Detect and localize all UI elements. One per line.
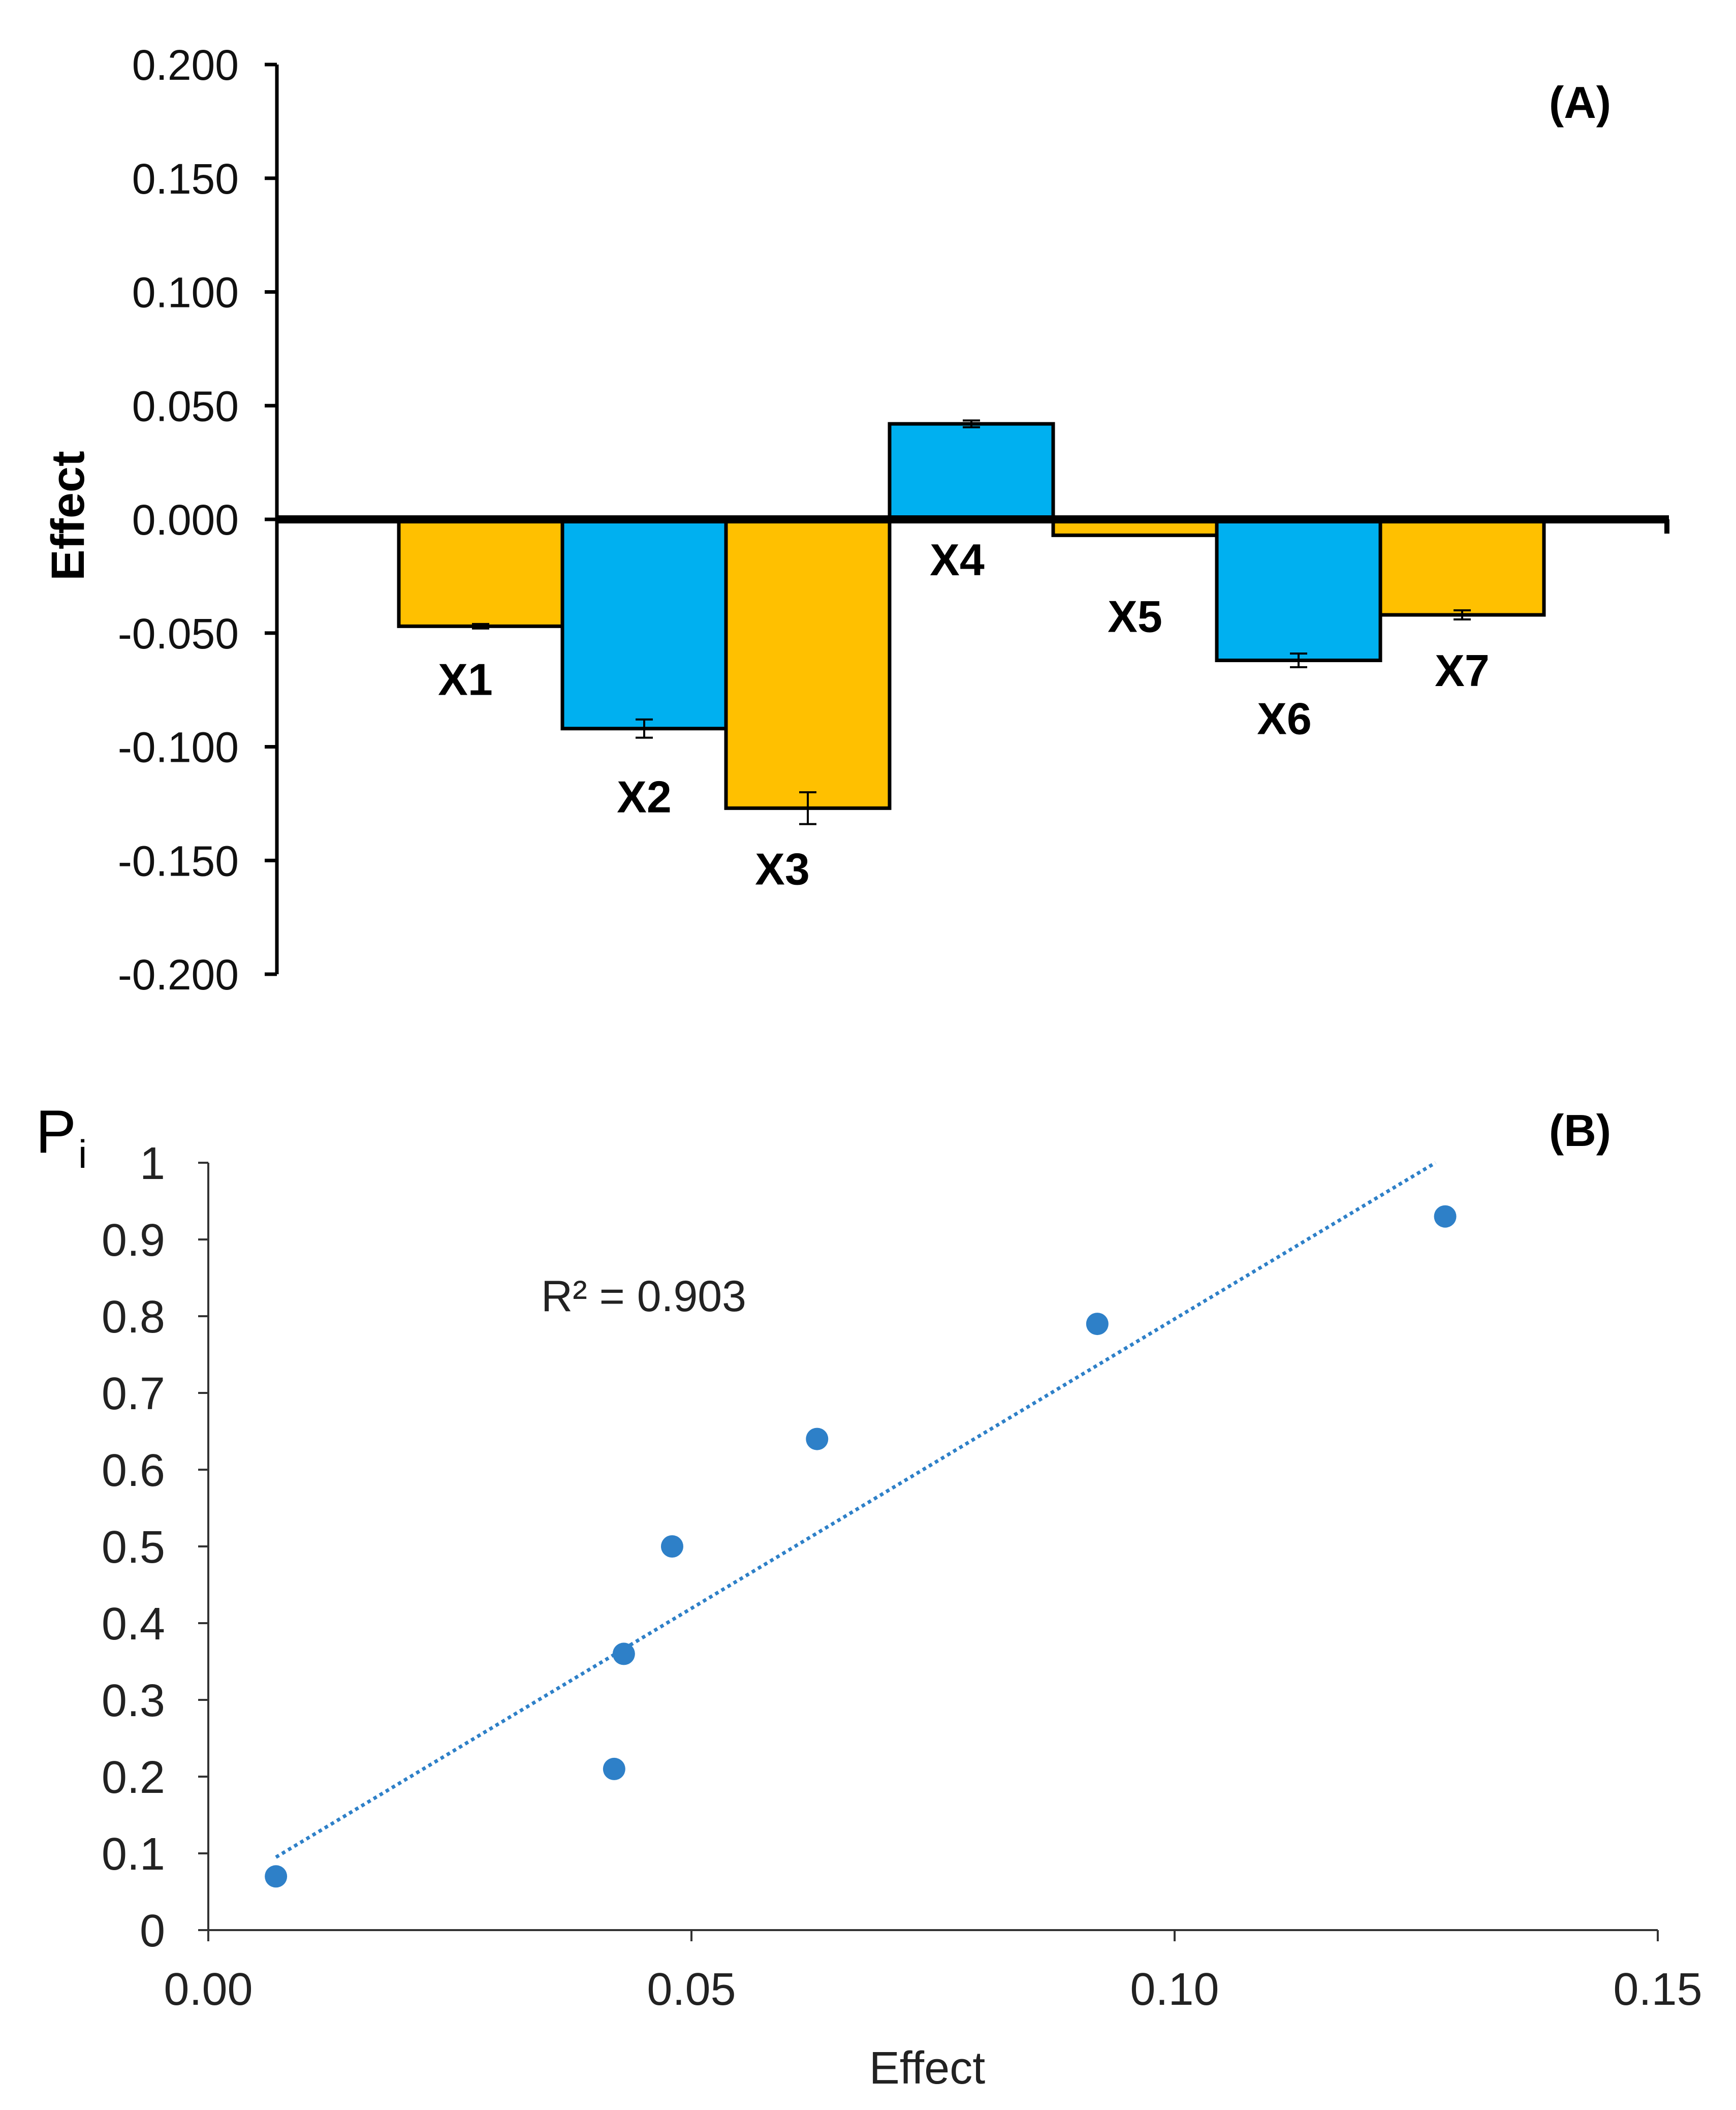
category-label: X7 xyxy=(1435,645,1490,696)
x-tick-label: 0.05 xyxy=(647,1964,736,2015)
error-bars-group xyxy=(472,419,1471,825)
x-tick-label: 0.15 xyxy=(1613,1964,1702,2015)
y-axis-label-main: P xyxy=(36,1098,76,1166)
x-tick-label: 0.00 xyxy=(164,1964,252,2015)
y-tick-label: 0 xyxy=(140,1906,165,1957)
y-tick-label: 1 xyxy=(140,1138,165,1189)
category-label: X2 xyxy=(617,772,672,822)
y-tick-label: -0.200 xyxy=(118,951,239,999)
category-labels-group: X1 X2 X3 X4 X5 X6 X7 xyxy=(438,535,1490,894)
y-tick-label: 0.1 xyxy=(102,1829,165,1880)
panel-label-a: (A) xyxy=(1549,77,1611,128)
bars-group xyxy=(397,422,1546,810)
y-tick-label: 0.9 xyxy=(102,1215,165,1266)
y-ticks-group: 0.200 0.150 0.100 0.050 0.000 -0.050 -0.100 -0.… xyxy=(118,41,1669,999)
panel-label-b: (B) xyxy=(1549,1105,1611,1156)
category-label: X6 xyxy=(1257,693,1312,743)
y-ticks-group: 0 0.1 0.2 0.3 0.4 0.5 0.6 0.7 0.8 0.9 1 xyxy=(102,1138,208,1957)
points-group xyxy=(265,1205,1457,1888)
y-tick-label: 0.5 xyxy=(102,1522,165,1573)
bar-x2 xyxy=(560,517,728,731)
scatter-point xyxy=(603,1757,625,1780)
y-tick-label: 0.3 xyxy=(102,1675,165,1726)
bar-x7 xyxy=(1378,517,1546,617)
bar-x1 xyxy=(397,517,564,628)
y-tick-label: -0.100 xyxy=(118,724,239,771)
category-label: X1 xyxy=(438,654,493,704)
y-axis-label: Effect xyxy=(42,451,94,581)
y-axis-label: Pi xyxy=(36,1098,87,1176)
bar-x3 xyxy=(724,517,892,810)
y-tick-label: -0.150 xyxy=(118,837,239,885)
y-tick-label: 0.4 xyxy=(102,1599,165,1650)
x-axis-label: Effect xyxy=(869,2043,985,2094)
y-tick-label: -0.050 xyxy=(118,610,239,658)
scatter-point xyxy=(660,1535,683,1558)
y-tick-label: 0.8 xyxy=(102,1292,165,1343)
bar-x6 xyxy=(1215,517,1382,662)
y-tick-label: 0.100 xyxy=(132,269,239,317)
x-ticks-group: 0.00 0.05 0.10 0.15 xyxy=(164,1930,1702,2015)
scatter-point xyxy=(1434,1205,1457,1228)
scatter-point xyxy=(612,1642,635,1665)
y-tick-label: 0.6 xyxy=(102,1445,165,1496)
y-tick-label: 0.2 xyxy=(102,1752,165,1803)
y-tick-label: 0.150 xyxy=(132,155,239,203)
trendline xyxy=(275,1161,1437,1859)
x-tick-label: 0.10 xyxy=(1130,1964,1219,2015)
bar-x4 xyxy=(888,422,1055,521)
scatter-point xyxy=(1086,1313,1109,1336)
r-squared-annotation: R² = 0.903 xyxy=(541,1272,746,1321)
bar-chart-panel-a: 0.200 0.150 0.100 0.050 0.000 -0.050 -0.100 -0.… xyxy=(42,41,1669,999)
category-label: X4 xyxy=(930,535,985,585)
y-tick-label: 0.050 xyxy=(132,382,239,430)
scatter-point xyxy=(806,1428,829,1450)
category-label: X3 xyxy=(755,844,810,894)
scatter-point xyxy=(265,1865,288,1888)
y-tick-label: 0.200 xyxy=(132,41,239,89)
y-tick-label: 0.7 xyxy=(102,1369,165,1419)
y-axis-label-sub: i xyxy=(78,1132,87,1176)
scatter-chart-panel-b: 00.10.20.30.40.50.60.70.80.91 0.00 0.05 0.… xyxy=(36,1098,1702,2094)
y-tick-label: 0.000 xyxy=(132,496,239,544)
category-label: X5 xyxy=(1108,591,1162,641)
